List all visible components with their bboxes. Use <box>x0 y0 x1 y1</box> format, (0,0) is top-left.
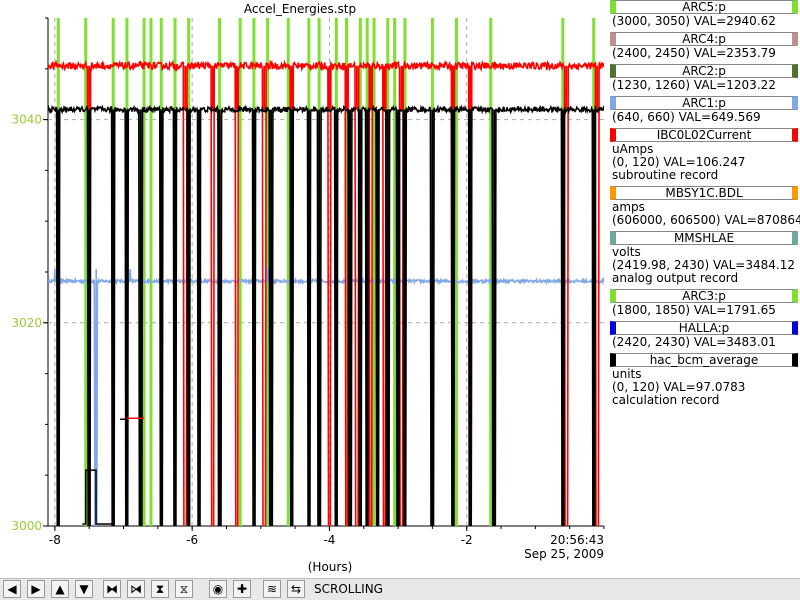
legend-entry-name[interactable]: ARC3:p <box>610 289 798 303</box>
toolbar: ◀ ▶ ▲ ▼ ⧓ ⧒ ⧗ ⧖ ◉ ✚ ≋ ⇆ SCROLLING <box>0 578 800 600</box>
hac-bcm-series-line <box>48 104 604 526</box>
scroll-icon[interactable]: ⇆ <box>287 580 305 598</box>
legend-entry-detail: calculation record <box>612 393 720 407</box>
arrow-right-icon[interactable]: ▶ <box>27 580 45 598</box>
x-end-time: 20:56:43 <box>550 533 604 547</box>
legend-entry-name[interactable]: HALLA:p <box>610 321 798 335</box>
legend-entry-detail: (2420, 2430) VAL=3483.01 <box>612 335 776 349</box>
arc1-series-line <box>48 268 604 526</box>
y-tick-label: 3000 <box>11 519 42 533</box>
arrow-up-icon[interactable]: ▲ <box>51 580 69 598</box>
series-group <box>48 18 604 526</box>
legend-entry-name[interactable]: MMSHLAE <box>610 231 798 245</box>
legend-entry-name[interactable]: IBC0L02Current <box>610 128 798 142</box>
step-segment <box>82 469 114 525</box>
x-tick-label: -6 <box>186 533 198 547</box>
zoom-y-in-icon[interactable]: ⧗ <box>151 580 169 598</box>
y-tick-label: 3040 <box>11 113 42 127</box>
legend-entry-detail: (2400, 2450) VAL=2353.79 <box>612 46 776 60</box>
legend-entry-name[interactable]: hac_bcm_average <box>610 353 798 367</box>
legend-entry-name[interactable]: ARC5:p <box>610 0 798 14</box>
y-tick-label: 3020 <box>11 316 42 330</box>
legend-entry-detail: (606000, 606500) VAL=870864 <box>612 213 800 227</box>
x-tick-label: -2 <box>461 533 473 547</box>
add-icon[interactable]: ✚ <box>233 580 251 598</box>
zoom-y-out-icon[interactable]: ⧖ <box>175 580 193 598</box>
legend-panel: ARC5:p (3000, 3050) VAL=2940.62 ARC4:p (240… <box>608 0 800 407</box>
legend-entry-name[interactable]: ARC2:p <box>610 64 798 78</box>
x-axis-label: (Hours) <box>308 560 353 574</box>
legend-entry-name[interactable]: ARC1:p <box>610 96 798 110</box>
legend-entry-detail: (0, 120) VAL=106.247 <box>612 155 746 169</box>
reset-icon[interactable]: ◉ <box>209 580 227 598</box>
zoom-x-in-icon[interactable]: ⧓ <box>103 580 121 598</box>
legend-entry-detail: (640, 660) VAL=649.569 <box>612 110 761 124</box>
legend-entry-detail: (1230, 1260) VAL=1203.22 <box>612 78 776 92</box>
legend-entry-detail: (0, 120) VAL=97.0783 <box>612 380 746 394</box>
legend-entry-detail: (2419.98, 2430) VAL=3484.12 <box>612 258 795 272</box>
arrow-down-icon[interactable]: ▼ <box>75 580 93 598</box>
legend-entry-detail: (3000, 3050) VAL=2940.62 <box>612 14 776 28</box>
config-icon[interactable]: ≋ <box>263 580 281 598</box>
legend-entry-detail: volts <box>612 245 641 259</box>
legend-entry-detail: subroutine record <box>612 168 719 182</box>
legend-entry-detail: amps <box>612 200 645 214</box>
legend-entry-name[interactable]: MBSY1C.BDL <box>610 186 798 200</box>
x-end-date: Sep 25, 2009 <box>524 547 604 561</box>
ibc0l02-series-line <box>48 59 604 526</box>
x-tick-label: -8 <box>49 533 61 547</box>
legend-entry-detail: analog output record <box>612 271 739 285</box>
zoom-x-out-icon[interactable]: ⧒ <box>127 580 145 598</box>
chart-title: Accel_Energies.stp <box>243 2 357 16</box>
legend-entry-detail: (1800, 1850) VAL=1791.65 <box>612 303 776 317</box>
x-tick-label: -4 <box>323 533 335 547</box>
arrow-left-icon[interactable]: ◀ <box>3 580 21 598</box>
legend-entry-detail: units <box>612 367 642 381</box>
status-text: SCROLLING <box>314 582 383 596</box>
legend-entry-name[interactable]: ARC4:p <box>610 32 798 46</box>
legend-entry-detail: uAmps <box>612 142 654 156</box>
